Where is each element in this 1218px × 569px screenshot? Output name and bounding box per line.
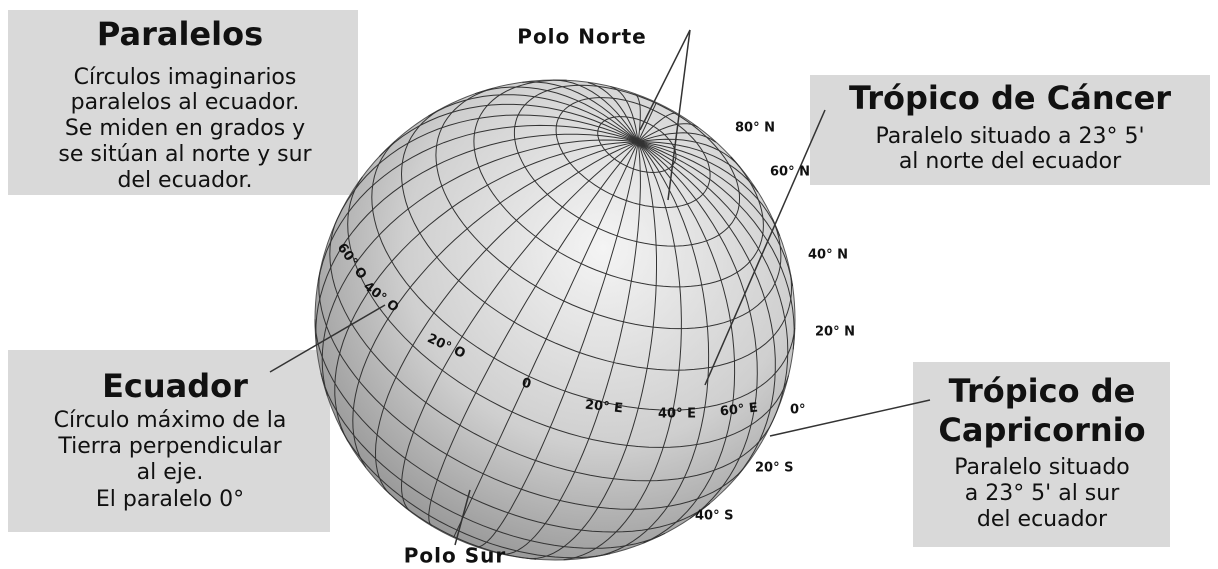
- latitude-label: 20° N: [815, 325, 855, 340]
- grid-curve: [400, 141, 639, 511]
- grid-curve: [610, 86, 639, 142]
- leader: [639, 29, 691, 131]
- north-pole-label: Polo Norte: [517, 25, 646, 49]
- text: Se miden en grados y: [65, 116, 305, 141]
- grid-curve: [317, 124, 639, 281]
- grid-curve: [428, 141, 639, 527]
- grid-curve: [315, 133, 639, 345]
- grid-curve: [637, 141, 736, 544]
- ecuador-box: [8, 350, 330, 532]
- title: Trópico de: [949, 372, 1136, 410]
- grid-curve: [374, 141, 639, 495]
- grid-curve: [638, 141, 759, 193]
- title: Paralelos: [97, 15, 263, 53]
- text: al norte del ecuador: [899, 149, 1122, 174]
- leader: [269, 304, 386, 373]
- grid-curve: [637, 141, 776, 477]
- grid-curve: [637, 141, 795, 350]
- longitude-label: 20° E: [584, 398, 623, 417]
- grid-curve: [379, 103, 639, 157]
- text: Círculo máximo de la: [54, 408, 287, 433]
- longitude-label: 40° E: [658, 407, 696, 422]
- grid-curve: [587, 82, 639, 142]
- text: se sitúan al norte y sur: [58, 142, 312, 167]
- capricornio-box: [913, 362, 1170, 547]
- grid-curve: [321, 139, 639, 396]
- latitude-label: 20° S: [755, 461, 793, 476]
- grid-curve: [638, 138, 741, 168]
- text: paralelos al ecuador.: [71, 90, 300, 115]
- text: Paralelo situado a 23° 5': [875, 124, 1144, 149]
- latitude-label: 80° N: [735, 121, 775, 136]
- leader: [769, 399, 931, 437]
- latitude-label: 60° N: [770, 165, 810, 180]
- text: a 23° 5' al sur: [965, 481, 1120, 506]
- paralelos-box: [8, 10, 358, 195]
- grid-curve: [637, 141, 794, 287]
- longitude-label: 60° E: [719, 401, 758, 420]
- grid-curve: [637, 141, 758, 519]
- text: Círculos imaginarios: [74, 65, 297, 90]
- grid-curve: [476, 141, 639, 548]
- grid-curve: [563, 141, 682, 561]
- grid-curve: [552, 79, 639, 143]
- cancer-box: [810, 75, 1210, 185]
- title: Ecuador: [102, 367, 248, 405]
- text: al eje.: [137, 460, 204, 485]
- grid-curve: [637, 102, 657, 143]
- grid-curve: [428, 94, 639, 143]
- grid-curve: [522, 81, 639, 143]
- grid-curve: [527, 141, 657, 560]
- grid-curve: [502, 141, 641, 555]
- grid-curve: [637, 123, 699, 143]
- grid-curve: [638, 141, 781, 237]
- longitude-label: 0: [520, 376, 532, 393]
- text: Paralelo situado: [954, 455, 1130, 480]
- title: Trópico de Cáncer: [849, 79, 1171, 117]
- latitude-label: 0°: [790, 403, 806, 418]
- text: del ecuador.: [117, 168, 252, 193]
- grid-curve: [337, 114, 639, 219]
- title: Capricornio: [938, 411, 1145, 449]
- grid-curve: [474, 86, 639, 143]
- south-pole-label: Polo Sur: [404, 544, 506, 568]
- latitude-label: 40° N: [808, 248, 848, 263]
- text: El paralelo 0°: [96, 487, 244, 512]
- grid-curve: [637, 112, 677, 143]
- latitude-label: 40° S: [695, 509, 733, 524]
- leader: [667, 29, 691, 201]
- text: Tierra perpendicular: [57, 434, 282, 459]
- grid-curve: [637, 141, 789, 422]
- grid-curve: [637, 132, 717, 143]
- grid-curve: [352, 141, 639, 468]
- leader: [454, 489, 471, 546]
- grid-curve: [334, 141, 639, 442]
- text: del ecuador: [977, 507, 1108, 532]
- leader: [704, 109, 826, 386]
- grid-curve: [595, 141, 710, 558]
